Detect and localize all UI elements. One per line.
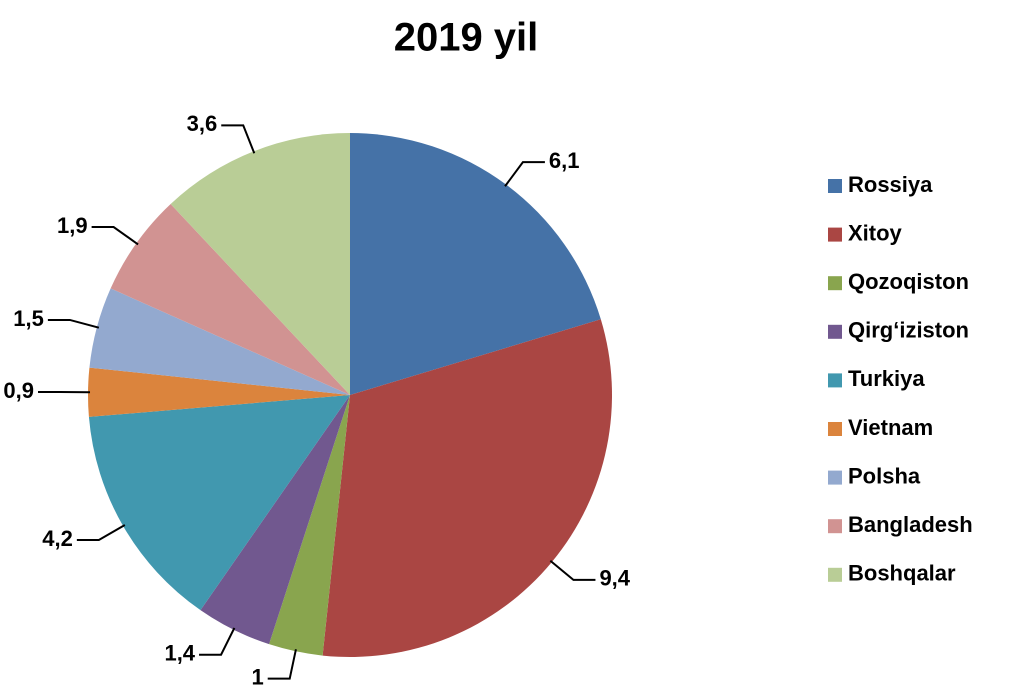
legend-swatch (828, 227, 842, 242)
data-label: 0,9 (3, 378, 34, 403)
leader-line (76, 524, 126, 541)
data-label: 1 (251, 664, 263, 689)
legend-swatch (828, 179, 842, 193)
pie-slice (322, 319, 612, 657)
data-label: 1,9 (57, 213, 88, 238)
legend-swatch (828, 519, 842, 534)
legend-swatch (828, 422, 842, 436)
leader-line (91, 226, 139, 246)
data-label: 1,4 (164, 641, 195, 666)
legend-label: Turkiya (848, 366, 925, 391)
leader-line (504, 161, 545, 187)
legend-swatch (828, 567, 842, 582)
legend-swatch (828, 373, 842, 388)
data-label: 4,2 (42, 526, 73, 551)
data-label: 1,5 (13, 306, 44, 331)
pie-slice (88, 395, 350, 611)
leader-line (549, 559, 596, 581)
pie-slice (200, 395, 350, 645)
legend-label: Bangladesh (848, 512, 973, 537)
pie-slice (110, 204, 350, 395)
leader-line (267, 649, 297, 680)
legend-swatch (828, 276, 842, 291)
chart-title: 2019 yil (394, 16, 539, 60)
data-label: 3,6 (187, 111, 218, 136)
legend-label: Vietnam (848, 415, 933, 440)
pie-slice (350, 133, 601, 395)
legend-label: Rossiya (848, 172, 933, 197)
leader-line (47, 318, 100, 329)
legend-label: Qozoqiston (848, 269, 969, 294)
pie-slice (88, 367, 351, 417)
leader-line (221, 124, 256, 154)
pie-slice (89, 288, 350, 395)
pie-slice (170, 133, 350, 395)
legend-label: Boshqalar (848, 561, 956, 586)
legend-label: Qirg‘iziston (848, 318, 969, 343)
legend-label: Polsha (848, 463, 921, 488)
pie-slice (269, 395, 350, 656)
legend-label: Xitoy (848, 220, 903, 245)
legend-swatch (828, 324, 842, 339)
data-label: 6,1 (549, 148, 580, 173)
legend-swatch (828, 470, 842, 485)
leader-line (199, 627, 236, 656)
data-label: 9,4 (599, 566, 630, 591)
